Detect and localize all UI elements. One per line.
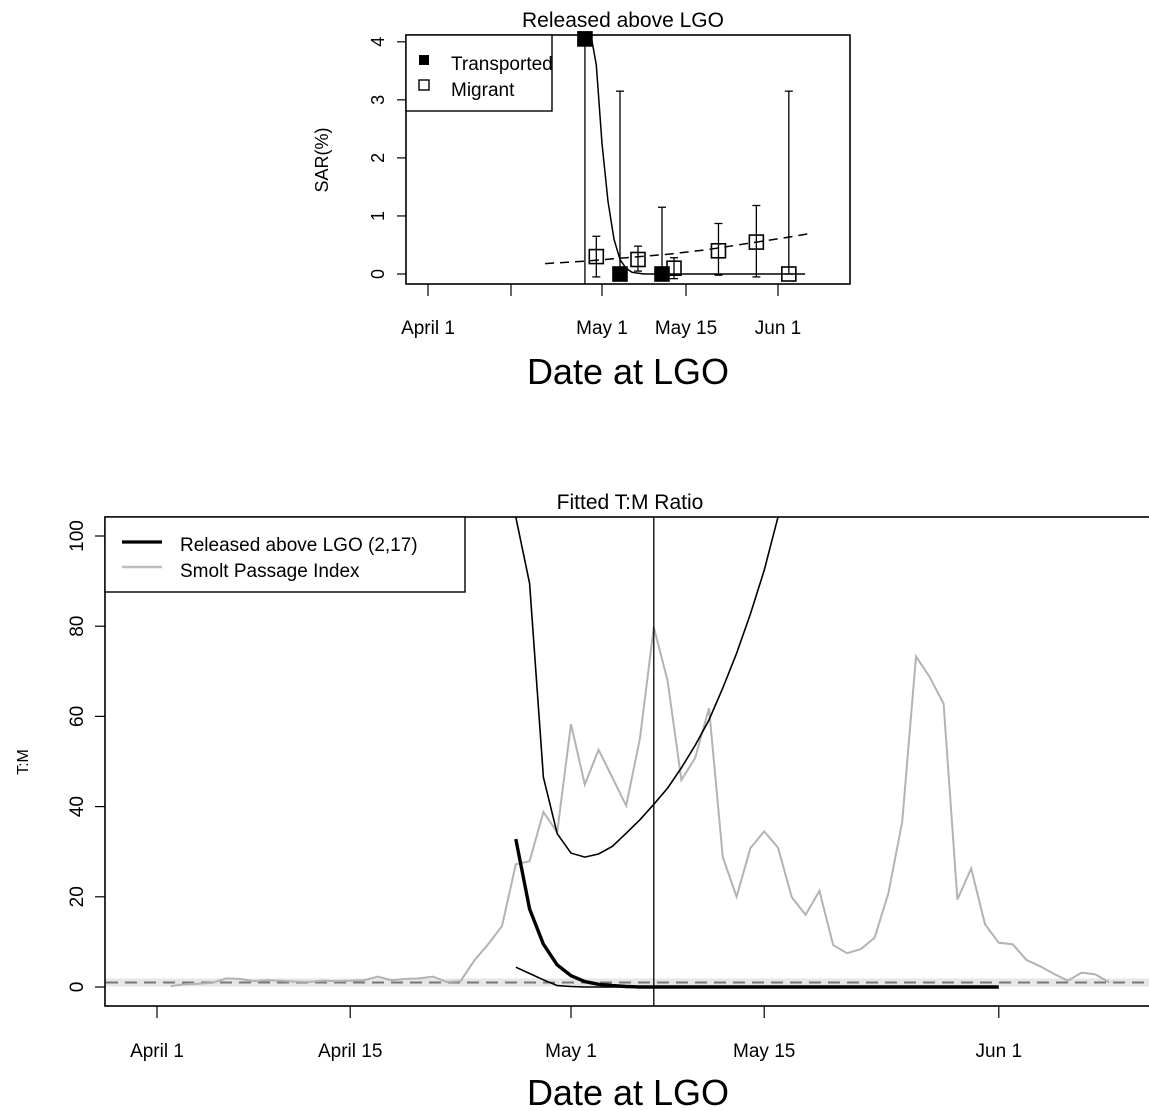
migrant-point: [710, 242, 727, 259]
top-y-tick-label: 4: [368, 37, 388, 47]
bottom-x-tick-label: April 15: [318, 1041, 382, 1062]
smolt-passage-line: [170, 626, 1110, 988]
transported-legend-marker: [419, 55, 429, 65]
bottom-y-tick-label: 60: [67, 706, 88, 727]
migrant-point: [781, 266, 797, 282]
transported-point: [577, 31, 593, 47]
transported-legend-label: Transported: [451, 54, 553, 75]
transported-point: [612, 266, 628, 282]
top-x-tick-label: May 15: [655, 318, 717, 339]
bottom-y-tick-label: 40: [67, 796, 88, 817]
top-x-tick-label: Jun 1: [755, 318, 801, 339]
bottom-x-axis: April 1 April 15 May 1 May 15 Jun 1: [130, 1006, 1022, 1062]
bottom-y-tick-label: 0: [67, 982, 88, 993]
top-x-axis: April 1 May 1 May 15 Jun 1: [401, 284, 801, 339]
bottom-x-tick-label: Jun 1: [976, 1041, 1022, 1062]
top-y-axis: 0 1 2 3 4: [368, 37, 406, 279]
bottom-plot-area: [106, 517, 1149, 1006]
top-plot-area: [545, 31, 811, 284]
top-legend: Transported Migrant: [405, 34, 553, 112]
top-x-tick-label: May 1: [576, 318, 628, 339]
migrant-point: [666, 260, 682, 276]
bottom-x-axis-label: Date at LGO: [527, 1072, 729, 1111]
bottom-legend-box: [104, 516, 466, 593]
bottom-y-axis-label: T:M: [15, 749, 32, 775]
upper-band-curve: [515, 517, 779, 858]
top-legend-box: [405, 34, 553, 112]
smolt-legend-label: Smolt Passage Index: [180, 561, 360, 582]
top-y-axis-label: SAR(%): [312, 127, 332, 192]
migrant-point: [630, 251, 646, 268]
bottom-legend: Released above LGO (2,17) Smolt Passage …: [104, 516, 466, 593]
top-y-tick-label: 1: [368, 211, 388, 221]
migrant-point: [588, 248, 605, 265]
bottom-x-tick-label: May 15: [733, 1041, 795, 1062]
top-y-tick-label: 3: [368, 95, 388, 105]
released-fitted-line: [514, 838, 999, 989]
top-y-tick-label: 2: [368, 153, 388, 163]
bottom-plot-frame: [104, 516, 1149, 1007]
top-x-tick-label: April 1: [401, 318, 455, 339]
bottom-y-tick-label: 20: [67, 886, 88, 907]
transported-point: [654, 266, 670, 282]
migrant-legend-marker: [418, 79, 430, 91]
top-chart-title: Released above LGO: [522, 9, 724, 32]
bottom-chart-title: Fitted T:M Ratio: [557, 491, 704, 514]
top-transported-fit-curve: [589, 32, 806, 275]
top-migrant-fit-curve: [545, 232, 811, 265]
released-legend-label: Released above LGO (2,17): [180, 535, 418, 556]
top-x-axis-label: Date at LGO: [527, 351, 729, 392]
bottom-x-tick-label: April 1: [130, 1041, 184, 1062]
bottom-y-axis: 0 20 40 60 80 100: [67, 520, 105, 992]
bottom-y-tick-label: 100: [67, 520, 88, 552]
top-plot-frame: [405, 34, 851, 285]
top-y-tick-label: 0: [368, 269, 388, 279]
bottom-x-tick-label: May 1: [545, 1041, 597, 1062]
migrant-legend-label: Migrant: [451, 80, 515, 101]
top-chart: Released above LGO 0 1 2 3 4 April 1 May 1 May…: [312, 9, 851, 392]
bottom-y-tick-label: 80: [67, 616, 88, 637]
migrant-point: [748, 234, 765, 250]
